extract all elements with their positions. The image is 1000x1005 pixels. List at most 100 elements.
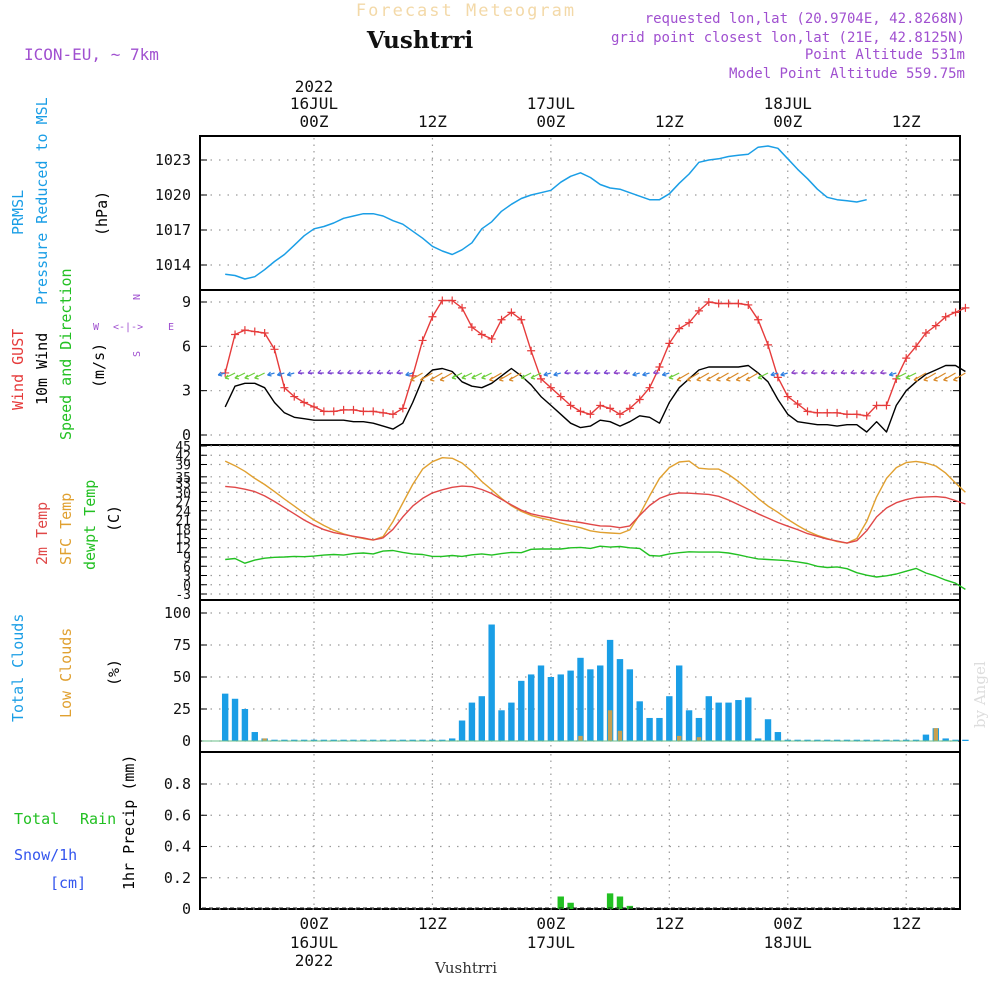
y-tick-label: 1023 — [155, 151, 191, 169]
low-cloud-bar — [696, 737, 702, 741]
total-cloud-bar — [745, 697, 752, 741]
y-tick-label: 0 — [183, 579, 191, 594]
gust-marker — [694, 306, 703, 315]
wind-arrow-head — [770, 371, 776, 377]
rain-bar — [557, 896, 564, 909]
gust-marker — [803, 407, 812, 416]
wind-arrow-head — [405, 371, 410, 377]
gust-marker — [369, 407, 378, 416]
gust-marker — [556, 392, 565, 401]
rain-bar — [567, 902, 574, 909]
wind-arrow-head — [234, 374, 240, 380]
wind-arrow-head — [420, 376, 425, 382]
wind-arrow-head — [347, 369, 352, 375]
gust-marker — [537, 374, 546, 383]
gust-marker — [665, 339, 674, 348]
total-cloud-bar — [419, 739, 426, 741]
rain-bar — [616, 896, 624, 909]
low-cloud-bar — [933, 728, 939, 741]
wind-arrow-head — [686, 376, 692, 382]
gust-marker — [764, 340, 773, 349]
wind-unit-label: (m/s) — [90, 343, 108, 388]
total-cloud-bar — [626, 669, 634, 741]
gust-marker — [675, 324, 684, 333]
gust-marker — [231, 330, 240, 339]
gust-marker — [517, 315, 526, 324]
wind-arrow-head — [244, 374, 249, 380]
gust-marker — [773, 373, 782, 382]
y-tick-label: 0.4 — [164, 838, 191, 856]
gust-marker — [872, 401, 881, 410]
low-cloud-bar — [262, 738, 267, 741]
top-date-label: 18JUL — [764, 94, 812, 113]
y-tick-label: 35 — [175, 471, 191, 486]
wind-arrow-head — [574, 369, 579, 375]
gust-marker — [596, 401, 605, 410]
total-cloud-bar — [804, 739, 811, 741]
temp-2m-label: 2m Temp — [33, 502, 51, 565]
wind-arrow-head — [943, 376, 948, 382]
gust-marker — [477, 330, 486, 339]
wind-arrow-head — [286, 371, 292, 377]
wind-arrow-head — [642, 371, 647, 377]
pressure-panel — [199, 135, 961, 291]
gust-marker — [724, 299, 733, 308]
total-cloud-bar — [824, 739, 831, 741]
wind-arrow-head — [757, 374, 763, 380]
wind-arrow-head — [725, 376, 731, 382]
gust-marker — [615, 410, 624, 419]
wind-arrow-head — [632, 371, 637, 377]
wind-arrow-head — [429, 376, 435, 382]
wind-arrow-head — [543, 371, 549, 377]
gust-marker — [813, 408, 822, 417]
low-cloud-bar — [617, 730, 623, 741]
y-tick-label: 15 — [175, 533, 191, 548]
rain-bar — [626, 905, 634, 909]
total-cloud-bar — [666, 696, 673, 741]
y-tick-label: 0 — [182, 426, 191, 444]
bottom-date-label: 18JUL — [764, 933, 812, 952]
gust-marker — [586, 410, 595, 419]
low-cloud-bar — [578, 735, 583, 741]
wind-arrow-head — [307, 369, 313, 375]
total-cloud-bar — [893, 739, 900, 741]
gust-marker — [270, 345, 279, 354]
wind-arrow-head — [267, 371, 272, 377]
prmsl-label: PRMSL — [9, 190, 27, 235]
wind-arrow-head — [254, 374, 259, 380]
pressure-axis-labels: PRMSL Pressure Reduced to MSL (hPa) — [9, 97, 111, 305]
footer-location: Vushtrri — [434, 959, 497, 977]
top-date-label: 17JUL — [527, 94, 575, 113]
wind-arrow-head — [706, 376, 711, 382]
total-cloud-bar — [794, 739, 801, 741]
y-tick-label: 1014 — [155, 256, 191, 274]
y-tick-label: -3 — [175, 588, 191, 603]
total-cloud-bar — [291, 739, 298, 741]
wind-speed-dir-label: Speed and Direction — [57, 268, 75, 440]
compass-arrows: <-|-> — [113, 322, 143, 333]
total-cloud-bar — [320, 739, 328, 741]
wind-arrow-head — [498, 376, 504, 382]
y-tick-label: 75 — [173, 636, 191, 654]
total-cloud-bar — [498, 710, 505, 741]
low-clouds-label: Low Clouds — [57, 628, 75, 718]
watermark: by Angel — [971, 661, 989, 728]
y-tick-label: 0 — [182, 732, 191, 750]
wind-arrow-head — [520, 374, 526, 380]
total-cloud-bar — [488, 624, 495, 741]
wind-arrow-head — [880, 369, 885, 375]
gust-marker — [606, 404, 615, 413]
total-cloud-bar — [468, 702, 476, 741]
grid-coords: grid point closest lon,lat (21E, 42.8125… — [611, 30, 965, 46]
gust-marker — [221, 368, 230, 377]
total-cloud-bar — [853, 739, 861, 741]
gust-marker — [921, 329, 930, 338]
wind-arrow-head — [471, 374, 476, 380]
dewpt-temp-line — [225, 545, 966, 590]
total-cloud-bar — [774, 732, 782, 741]
gust-marker — [398, 404, 407, 413]
wind-arrow-head — [553, 371, 558, 377]
wind-arrow-head — [297, 369, 303, 375]
y-tick-label: 3 — [182, 382, 191, 400]
